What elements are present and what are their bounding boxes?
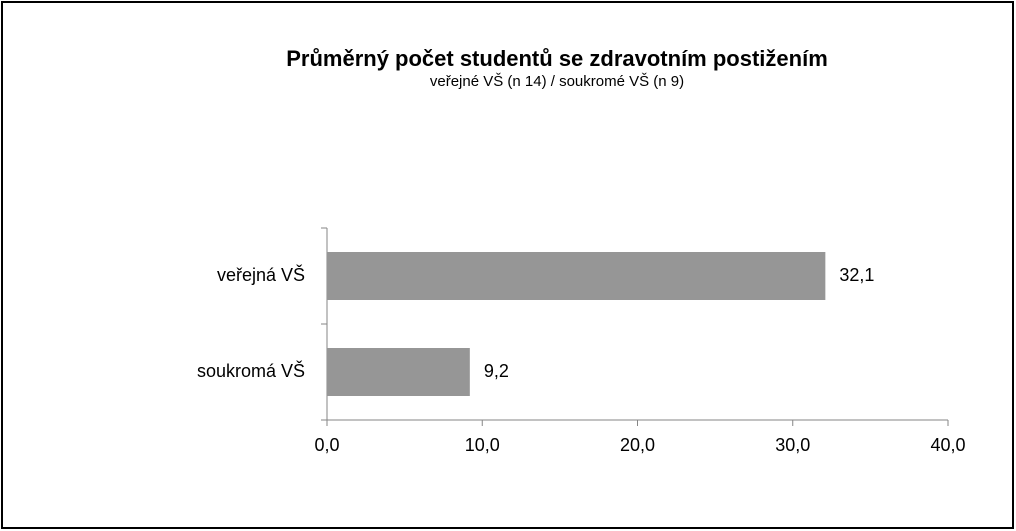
x-tick-label: 20,0 bbox=[620, 435, 655, 455]
x-tick-label: 10,0 bbox=[465, 435, 500, 455]
chart-title: Průměrný počet studentů se zdravotním po… bbox=[286, 46, 828, 71]
value-label: 32,1 bbox=[839, 265, 874, 285]
bar bbox=[327, 252, 826, 300]
category-label: veřejná VŠ bbox=[217, 264, 305, 285]
chart-subtitle: veřejné VŠ (n 14) / soukromé VŠ (n 9) bbox=[430, 73, 684, 90]
x-tick-label: 0,0 bbox=[314, 435, 339, 455]
x-tick-label: 40,0 bbox=[930, 435, 965, 455]
x-tick-label: 30,0 bbox=[775, 435, 810, 455]
value-label: 9,2 bbox=[484, 361, 509, 381]
category-label: soukromá VŠ bbox=[197, 360, 305, 381]
bar bbox=[327, 348, 470, 396]
